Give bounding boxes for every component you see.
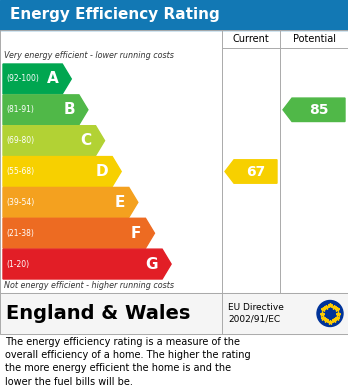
Polygon shape xyxy=(283,98,345,122)
Circle shape xyxy=(317,301,343,326)
Text: Current: Current xyxy=(232,34,269,44)
Text: G: G xyxy=(145,256,158,272)
Text: Very energy efficient - lower running costs: Very energy efficient - lower running co… xyxy=(4,51,174,60)
Bar xyxy=(0,293,348,334)
Polygon shape xyxy=(3,156,121,187)
Bar xyxy=(0,293,348,334)
Text: The energy efficiency rating is a measure of the
overall efficiency of a home. T: The energy efficiency rating is a measur… xyxy=(5,337,251,387)
Text: B: B xyxy=(63,102,75,117)
Polygon shape xyxy=(3,126,104,156)
Bar xyxy=(0,30,348,293)
Text: C: C xyxy=(80,133,92,148)
Text: (21-38): (21-38) xyxy=(6,229,34,238)
Text: EU Directive
2002/91/EC: EU Directive 2002/91/EC xyxy=(228,303,284,324)
Polygon shape xyxy=(3,187,138,217)
Text: (55-68): (55-68) xyxy=(6,167,34,176)
Text: E: E xyxy=(114,195,125,210)
Text: (92-100): (92-100) xyxy=(6,74,39,83)
Text: (39-54): (39-54) xyxy=(6,198,34,207)
Polygon shape xyxy=(3,95,88,125)
Text: A: A xyxy=(47,72,58,86)
Text: Not energy efficient - higher running costs: Not energy efficient - higher running co… xyxy=(4,281,174,290)
Polygon shape xyxy=(3,249,171,279)
Polygon shape xyxy=(3,64,71,94)
Text: (1-20): (1-20) xyxy=(6,260,29,269)
Text: (81-91): (81-91) xyxy=(6,105,34,114)
Text: (69-80): (69-80) xyxy=(6,136,34,145)
Polygon shape xyxy=(3,218,155,248)
Text: England & Wales: England & Wales xyxy=(6,304,190,323)
Text: 67: 67 xyxy=(246,165,265,179)
Text: D: D xyxy=(96,164,108,179)
Text: F: F xyxy=(131,226,142,241)
Text: Energy Efficiency Rating: Energy Efficiency Rating xyxy=(10,7,220,23)
Polygon shape xyxy=(225,160,277,183)
Text: Potential: Potential xyxy=(293,34,335,44)
Bar xyxy=(0,0,348,30)
Text: 85: 85 xyxy=(309,103,328,117)
Bar xyxy=(0,30,348,293)
